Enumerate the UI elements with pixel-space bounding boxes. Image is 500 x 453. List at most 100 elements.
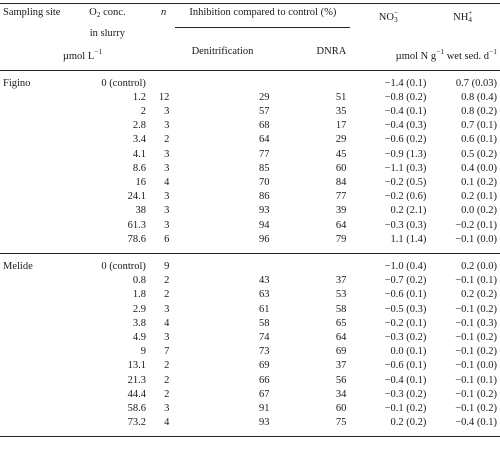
cell-dnra: 64 [335,332,347,344]
cell-o2-conc: 1.2 [132,91,146,103]
table-row: 3.4 2 64 29 −0.6 (0.2) 0.6 (0.1) [0,133,500,147]
cell-denitrification: 66 [259,374,270,386]
cell-o2-conc: 78.6 [62,232,152,255]
table-row: 61.3 3 94 64 −0.3 (0.3) −0.2 (0.1) [0,219,500,233]
header-o2: O2 conc. [62,3,152,28]
table-row: 4.1 3 77 45 −0.9 (1.3) 0.5 (0.2) [0,148,500,162]
cell-o2-conc: 24.1 [127,191,146,203]
cell-dnra: 65 [335,317,347,329]
cell-nh4: −0.1 (0.2) [455,388,497,400]
table-row: 1.2 12 29 51 −0.8 (0.2) 0.8 (0.4) [0,91,500,105]
cell-nh4: 0.8 (0.2) [461,106,497,118]
cell-site [0,176,63,190]
cell-denitrification: 57 [259,106,270,118]
cell-denitrification: 29 [259,91,270,103]
table-row: 58.6 3 91 60 −0.1 (0.2) −0.1 (0.2) [0,402,500,416]
cell-n: 2 [164,388,170,400]
table-row: 2.9 3 61 58 −0.5 (0.3) −0.1 (0.2) [0,303,500,317]
cell-denitrification: 85 [259,162,270,174]
cell-no3: −0.5 (0.3) [384,303,427,315]
table-header: Sampling site O2 conc. n Inhibition comp… [0,3,500,71]
cell-no3: −0.9 (1.3) [384,148,427,160]
cell-nh4: −0.1 (0.1) [455,275,497,287]
cell-dnra: 75 [271,416,351,438]
cell-denitrification: 77 [259,148,270,160]
cell-n: 2 [164,374,170,386]
cell-site [0,190,63,204]
cell-site [0,91,63,105]
cell-nh4: 0.7 (0.1) [461,120,497,132]
cell-o2-conc: 9 [140,346,146,358]
cell-n: 12 [158,91,170,103]
cell-o2-conc: 2.8 [132,120,146,132]
cell-dnra: 79 [271,232,351,255]
cell-no3: −0.3 (0.2) [384,332,427,344]
cell-site [0,402,63,416]
cell-o2-conc: 44.4 [127,388,146,400]
cell-n: 2 [164,134,170,146]
cell-no3: −0.2 (0.5) [384,177,427,189]
cell-site [0,303,63,317]
cell-nh4: −0.1 (0.2) [455,346,497,358]
cell-n: 2 [164,289,170,301]
cell-denitrification: 94 [259,219,270,231]
cell-nh4: 0.6 (0.1) [461,134,497,146]
cell-no3: −0.6 (0.2) [384,134,427,146]
cell-site [0,331,63,345]
cell-denitrification: 69 [259,360,270,372]
cell-o2-conc: 8.6 [132,162,146,174]
cell-nh4: −0.1 (0.2) [455,403,497,415]
cell-n: 3 [164,120,170,132]
header-dnra: DNRA [271,41,351,71]
cell-o2-conc: 3.8 [132,317,146,329]
cell-dnra: 29 [335,134,347,146]
table-row: 0.8 2 43 37 −0.7 (0.2) −0.1 (0.1) [0,274,500,288]
cell-nh4: −0.2 (0.1) [455,219,497,231]
cell-denitrification: 61 [259,303,270,315]
cell-n: 3 [164,106,170,118]
cell-denitrification: 68 [259,120,270,132]
cell-n: 4 [164,317,170,329]
table-row: 13.1 2 69 37 −0.6 (0.1) −0.1 (0.0) [0,359,500,373]
cell-site [0,204,63,218]
cell-no3: −0.7 (0.2) [384,275,427,287]
cell-no3: −1.1 (0.3) [384,162,427,174]
cell-no3: −1.4 (0.1) [384,77,427,89]
cell-site [0,119,63,133]
table-row: 3.8 4 58 65 −0.2 (0.1) −0.1 (0.3) [0,317,500,331]
cell-dnra [272,254,351,275]
cell-o2-conc: 58.6 [127,403,146,415]
cell-o2-conc: 1.8 [132,289,146,301]
cell-n: 3 [164,219,170,231]
cell-dnra: 64 [335,219,347,231]
cell-no3: 1.1 (1.4) [350,232,429,255]
cell-o2-conc: 4.1 [132,148,146,160]
cell-o2-conc: 2 [140,106,146,118]
cell-dnra: 37 [335,360,347,372]
cell-nh4: −0.1 (0.0) [455,360,497,372]
cell-n: 2 [164,360,170,372]
cell-n: 4 [164,177,170,189]
cell-o2-conc: 13.1 [127,360,146,372]
cell-o2-conc: 21.3 [127,374,146,386]
cell-denitrification: 63 [259,289,270,301]
cell-site [0,148,63,162]
cell-n [152,70,175,91]
cell-nh4: 0.0 (0.2) [461,205,497,217]
cell-site [0,288,63,302]
cell-n: 9 [164,261,170,273]
cell-no3: 0.0 (0.1) [390,346,427,358]
header-o2-line2: in slurry [89,28,126,40]
cell-denitrification: 73 [259,346,270,358]
cell-n: 3 [164,162,170,174]
cell-no3: −0.2 (0.1) [384,317,427,329]
cell-n: 3 [164,403,170,415]
cell-nh4: −0.1 (0.0) [428,232,500,255]
cell-nh4: −0.4 (0.1) [428,416,500,438]
cell-no3: −0.8 (0.2) [384,91,427,103]
cell-denitrification: 93 [259,205,270,217]
cell-dnra: 37 [335,275,347,287]
cell-no3: −0.6 (0.1) [384,360,427,372]
cell-dnra [272,70,351,91]
table-row: 73.2 4 93 75 0.2 (0.2) −0.4 (0.1) [0,416,500,438]
